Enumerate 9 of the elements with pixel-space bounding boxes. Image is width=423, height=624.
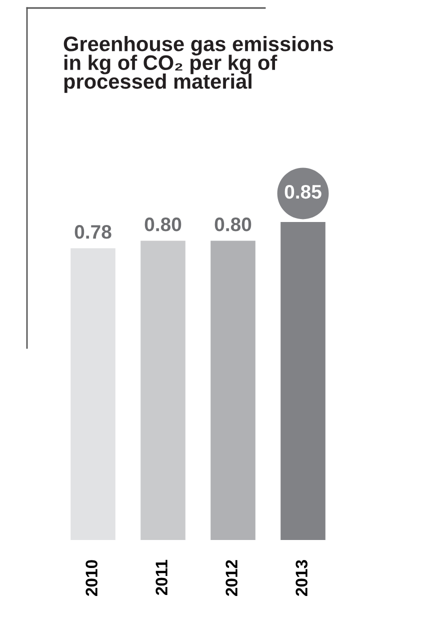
data-label: 0.85 xyxy=(284,184,322,199)
x-tick-label: 2010 xyxy=(86,560,98,596)
data-label: 0.80 xyxy=(144,218,182,232)
data-label: 0.78 xyxy=(74,225,112,239)
chart-title: Greenhouse gas emissions in kg of CO₂ per kg of processed material xyxy=(64,36,334,93)
x-tick-label: 2013 xyxy=(296,560,308,596)
data-label: 0.80 xyxy=(214,218,252,232)
x-tick-label: 2011 xyxy=(156,560,168,596)
x-tick-label: 2012 xyxy=(226,560,238,596)
